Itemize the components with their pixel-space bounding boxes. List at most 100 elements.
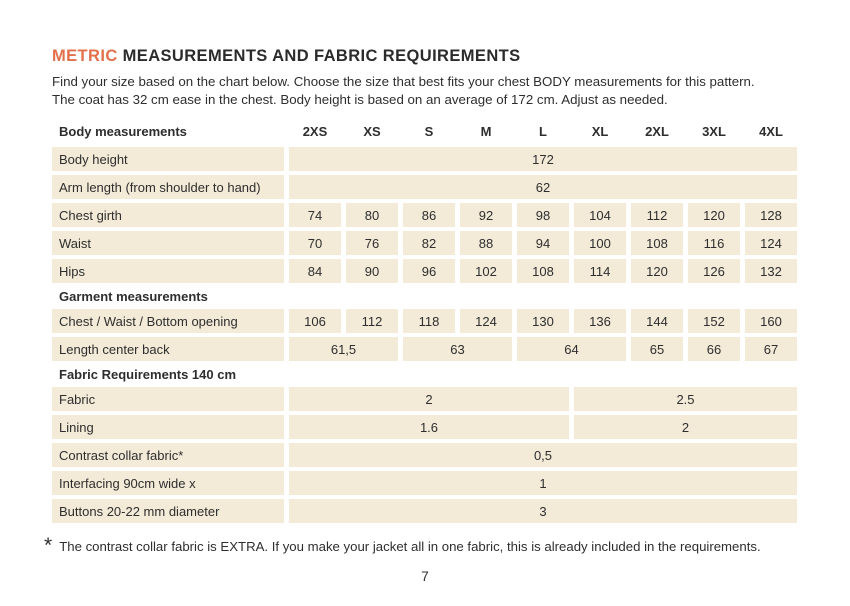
value-cell: 120 <box>688 203 740 227</box>
row-values: 3 <box>289 499 797 523</box>
value-cell: 62 <box>289 175 797 199</box>
value-cell: 98 <box>517 203 569 227</box>
row-label: Contrast collar fabric* <box>52 443 284 467</box>
table-row: Arm length (from shoulder to hand) 62 <box>52 175 797 199</box>
measurements-table: Body measurements 2XS XS S M L XL 2XL 3XL 4XL Body… <box>52 121 797 523</box>
row-values: 84 90 96 102 108 114 120 126 132 <box>289 259 797 283</box>
size-column-header: 3XL <box>702 124 726 139</box>
table-row: Lining 1.6 2 <box>52 415 797 439</box>
footnote: * The contrast collar fabric is EXTRA. If… <box>44 534 797 557</box>
row-values: 61,5 63 64 65 66 67 <box>289 337 797 361</box>
value-cell: 80 <box>346 203 398 227</box>
size-column-header: 2XS <box>302 124 328 139</box>
table-row: Body height 172 <box>52 147 797 171</box>
value-cell: 2 <box>289 387 569 411</box>
value-cell: 112 <box>631 203 683 227</box>
row-values: 1 <box>289 471 797 495</box>
row-values: 0,5 <box>289 443 797 467</box>
table-row: Waist 70 76 82 88 94 100 108 116 124 <box>52 231 797 255</box>
size-column-header: 4XL <box>759 124 783 139</box>
size-column-header: L <box>539 124 547 139</box>
row-label: Chest girth <box>52 203 284 227</box>
row-values: 2 2.5 <box>289 387 797 411</box>
section-label: Garment measurements <box>59 288 208 304</box>
size-column-header: S <box>424 124 434 139</box>
value-cell: 108 <box>631 231 683 255</box>
value-cell: 160 <box>745 309 797 333</box>
value-cell: 112 <box>346 309 398 333</box>
row-values: 106 112 118 124 130 136 144 152 160 <box>289 309 797 333</box>
value-cell: 86 <box>403 203 455 227</box>
table-row: Buttons 20-22 mm diameter 3 <box>52 499 797 523</box>
table-row: Fabric 2 2.5 <box>52 387 797 411</box>
section-row: Fabric Requirements 140 cm <box>52 365 797 383</box>
row-label: Fabric <box>52 387 284 411</box>
page-title: METRIC MEASUREMENTS AND FABRIC REQUIREME… <box>52 47 797 66</box>
row-values: 172 <box>289 147 797 171</box>
value-cell: 61,5 <box>289 337 398 361</box>
row-label: Arm length (from shoulder to hand) <box>52 175 284 199</box>
footnote-asterisk: * <box>44 534 53 557</box>
value-cell: 2.5 <box>574 387 797 411</box>
value-cell: 104 <box>574 203 626 227</box>
value-cell: 126 <box>688 259 740 283</box>
value-cell: 3 <box>289 499 797 523</box>
value-cell: 152 <box>688 309 740 333</box>
value-cell: 106 <box>289 309 341 333</box>
value-cell: 144 <box>631 309 683 333</box>
section-label: Fabric Requirements 140 cm <box>59 366 237 382</box>
size-column-header: M <box>480 124 492 139</box>
size-column-header: XS <box>363 124 381 139</box>
header-label: Body measurements <box>59 124 187 139</box>
size-column-header: 2XL <box>645 124 669 139</box>
row-label: Buttons 20-22 mm diameter <box>52 499 284 523</box>
value-cell: 136 <box>574 309 626 333</box>
value-cell: 64 <box>517 337 626 361</box>
section-row: Garment measurements <box>52 287 797 305</box>
value-cell: 116 <box>688 231 740 255</box>
value-cell: 1.6 <box>289 415 569 439</box>
row-values: 70 76 82 88 94 100 108 116 124 <box>289 231 797 255</box>
value-cell: 124 <box>460 309 512 333</box>
value-cell: 82 <box>403 231 455 255</box>
row-values: 62 <box>289 175 797 199</box>
value-cell: 65 <box>631 337 683 361</box>
value-cell: 66 <box>688 337 740 361</box>
row-label: Chest / Waist / Bottom opening <box>52 309 284 333</box>
size-column-header: XL <box>591 124 609 139</box>
table-row: Hips 84 90 96 102 108 114 120 126 132 <box>52 259 797 283</box>
intro-text: Find your size based on the chart below.… <box>52 73 797 108</box>
row-label: Length center back <box>52 337 284 361</box>
value-cell: 108 <box>517 259 569 283</box>
value-cell: 120 <box>631 259 683 283</box>
row-label: Hips <box>52 259 284 283</box>
value-cell: 124 <box>745 231 797 255</box>
row-values: 74 80 86 92 98 104 112 120 128 <box>289 203 797 227</box>
title-rest: MEASUREMENTS AND FABRIC REQUIREMENTS <box>117 47 521 65</box>
row-label: Waist <box>52 231 284 255</box>
value-cell: 90 <box>346 259 398 283</box>
table-header-row: Body measurements 2XS XS S M L XL 2XL 3XL 4XL <box>52 121 797 142</box>
table-row: Contrast collar fabric* 0,5 <box>52 443 797 467</box>
value-cell: 63 <box>403 337 512 361</box>
intro-line-2: The coat has 32 cm ease in the chest. Bo… <box>52 91 668 107</box>
value-cell: 84 <box>289 259 341 283</box>
header-size-columns: 2XS XS S M L XL 2XL 3XL 4XL <box>289 121 797 142</box>
value-cell: 94 <box>517 231 569 255</box>
value-cell: 74 <box>289 203 341 227</box>
value-cell: 100 <box>574 231 626 255</box>
table-row: Chest / Waist / Bottom opening 106 112 118 1… <box>52 309 797 333</box>
value-cell: 92 <box>460 203 512 227</box>
value-cell: 0,5 <box>289 443 797 467</box>
title-accent-word: METRIC <box>52 47 118 65</box>
value-cell: 128 <box>745 203 797 227</box>
value-cell: 2 <box>574 415 797 439</box>
row-label: Body height <box>52 147 284 171</box>
value-cell: 1 <box>289 471 797 495</box>
footnote-text: The contrast collar fabric is EXTRA. If … <box>59 539 761 554</box>
value-cell: 67 <box>745 337 797 361</box>
value-cell: 172 <box>289 147 797 171</box>
value-cell: 132 <box>745 259 797 283</box>
